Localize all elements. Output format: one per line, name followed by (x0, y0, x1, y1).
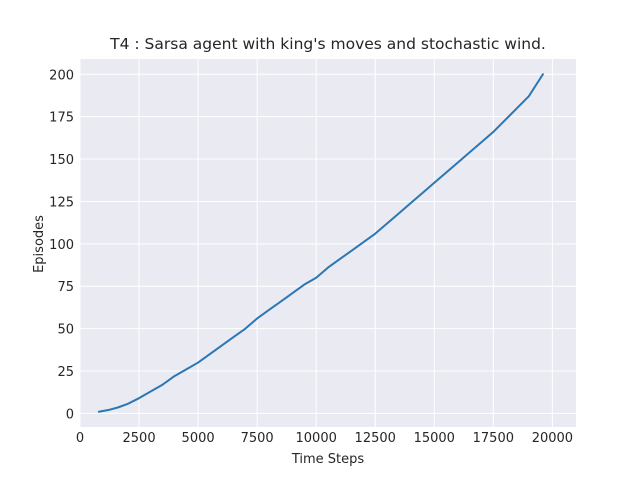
y-tick-label: 150 (49, 153, 74, 168)
x-tick-label: 17500 (473, 431, 514, 446)
x-tick-label: 12500 (355, 431, 396, 446)
y-tick-label: 100 (49, 238, 74, 253)
x-tick-label: 5000 (182, 431, 215, 446)
series-layer (97, 73, 544, 413)
x-tick-label: 0 (76, 431, 84, 446)
y-tick-label: 175 (49, 111, 74, 126)
x-tick-label: 2500 (123, 431, 156, 446)
x-tick-label: 20000 (532, 431, 573, 446)
x-axis-ticks: 0 2500 5000 7500 10000 12500 15000 17500 20000 (76, 431, 573, 446)
chart-title: T4 : Sarsa agent with king's moves and s… (109, 35, 546, 53)
x-tick-label: 10000 (296, 431, 337, 446)
y-axis-ticks: 0 25 50 75 100 125 150 175 200 (49, 68, 74, 422)
y-tick-label: 50 (57, 323, 74, 338)
x-axis-label: Time Steps (291, 452, 365, 467)
series-line (97, 73, 544, 413)
x-tick-label: 15000 (414, 431, 455, 446)
y-tick-label: 25 (57, 365, 74, 380)
plot-area (80, 59, 576, 427)
y-tick-label: 0 (66, 407, 74, 422)
y-axis-label: Episodes (32, 215, 47, 273)
y-tick-label: 75 (57, 280, 74, 295)
x-tick-label: 7500 (241, 431, 274, 446)
y-tick-label: 200 (49, 68, 74, 83)
grid-lines (79, 59, 576, 427)
y-tick-label: 125 (49, 195, 74, 210)
